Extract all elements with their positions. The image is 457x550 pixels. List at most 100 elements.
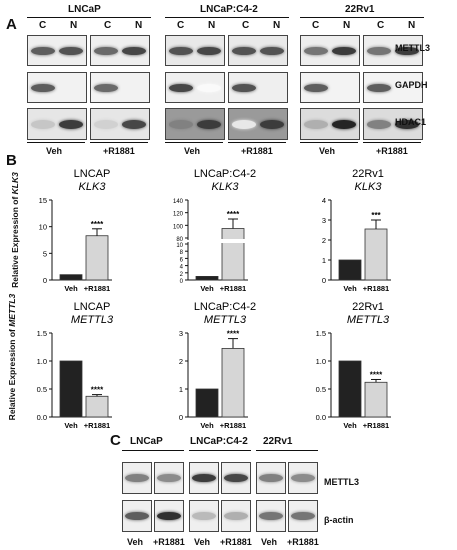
panel-a-header-line-c42 [165, 17, 289, 18]
bar [338, 360, 362, 418]
blot-band [31, 119, 55, 129]
y-tick-label: 15 [39, 196, 47, 205]
blot-strip [363, 35, 423, 66]
y-tick-label: 100 [173, 224, 184, 230]
panel-letter-b: B [6, 152, 17, 169]
blot-strip [300, 35, 360, 66]
panel-a-row-label-hdac1: HDAC1 [395, 117, 427, 127]
blot-band [94, 46, 118, 55]
blot-strip [27, 72, 87, 103]
lane-label-veh: Veh [261, 537, 278, 547]
blot-band [122, 46, 146, 55]
axis-break [184, 240, 254, 242]
chart-subtitle: KLK3 [355, 181, 383, 193]
x-tick-label: Veh [64, 284, 78, 293]
bar [195, 388, 219, 418]
blot-band [122, 119, 146, 129]
y-axis-label-klk3: Relative Expression of KLK3 [10, 172, 20, 288]
y-tick-label: 0 [43, 276, 47, 285]
panel-c-header-line-22rv1 [256, 450, 318, 451]
lane-label-veh: Veh [127, 537, 144, 547]
y-tick-label: 0 [322, 276, 326, 285]
blot-band [197, 119, 221, 129]
y-tick-label: 4 [180, 265, 184, 271]
y-tick-label: 1.0 [316, 357, 326, 366]
panel-a-header-line-lncap [27, 17, 151, 18]
blot-strip [363, 72, 423, 103]
blot-band [192, 512, 216, 520]
blot-band [367, 119, 391, 129]
blot-strip [221, 462, 251, 494]
significance-label: **** [227, 330, 240, 339]
y-tick-label: 1.5 [316, 329, 326, 338]
blot-band [395, 46, 419, 55]
bar [364, 228, 388, 281]
blot-band [232, 119, 256, 129]
y-tick-label: 0.5 [37, 385, 47, 394]
chart-title: 22Rv1 [352, 301, 384, 313]
blot-band [169, 46, 193, 55]
blot-band [224, 512, 248, 520]
treatment-line-veh [300, 142, 358, 143]
significance-label: **** [370, 370, 383, 379]
y-tick-label: 120 [173, 212, 184, 218]
blot-strip [154, 500, 184, 532]
y-tick-label: 1 [322, 256, 326, 265]
blot-band [197, 83, 221, 92]
treatment-line-veh [165, 142, 223, 143]
x-tick-label: Veh [64, 421, 78, 430]
blot-band [291, 512, 315, 520]
blot-band [94, 119, 118, 129]
blot-strip [122, 500, 152, 532]
y-tick-label: 4 [322, 196, 326, 205]
y-tick-label: 0.5 [316, 385, 326, 394]
treatment-label-r1881: +R1881 [376, 146, 408, 156]
lane-label-r1881: +R1881 [220, 537, 252, 547]
x-tick-label: +R1881 [84, 284, 110, 293]
panel-a-row-label-gapdh: GAPDH [395, 80, 428, 90]
panel-c-cell-line-c42: LNCaP:C4-2 [190, 436, 248, 447]
bar [195, 276, 219, 281]
blot-band [332, 46, 356, 55]
panel-c-header-line-lncap [122, 450, 184, 451]
x-tick-label: Veh [200, 421, 214, 430]
y-tick-label: 10 [39, 223, 47, 232]
y-axis-label-mettl3: Relative Expression of METTL3 [7, 293, 17, 421]
chart-title: LNCaP:C4-2 [194, 301, 256, 313]
bar-break [221, 239, 245, 243]
y-tick-label: 1 [179, 385, 183, 394]
y-tick-label: 2 [180, 272, 184, 278]
blot-strip [288, 500, 318, 532]
y-tick-label: 140 [173, 199, 184, 205]
blot-band [224, 474, 248, 482]
panel-a-cell-line-22rv1: 22Rv1 [345, 4, 375, 15]
chart-subtitle: KLK3 [212, 181, 240, 193]
lane-label: N [208, 20, 216, 31]
significance-label: **** [227, 210, 240, 219]
chart-subtitle: KLK3 [79, 181, 107, 193]
panel-c-row-label-mettl3: METTL3 [324, 477, 359, 487]
blot-strip [228, 72, 288, 103]
chart-subtitle: METTL3 [204, 314, 247, 326]
blot-band [291, 474, 315, 482]
blot-band [157, 512, 181, 520]
bar [338, 259, 362, 281]
panel-a-cell-line-lncap: LNCaP [68, 4, 101, 15]
blot-strip [90, 72, 150, 103]
blot-strip [221, 500, 251, 532]
y-tick-label: 2 [322, 236, 326, 245]
blot-strip [228, 108, 288, 140]
blot-strip [90, 108, 150, 140]
blot-band [332, 119, 356, 129]
blot-band [232, 83, 256, 92]
x-tick-label: +R1881 [363, 421, 389, 430]
x-tick-label: +R1881 [84, 421, 110, 430]
blot-band [125, 474, 149, 482]
y-tick-label: 2 [179, 357, 183, 366]
lane-label: N [408, 20, 416, 31]
blot-strip [165, 35, 225, 66]
lane-label: C [377, 20, 385, 31]
significance-label: **** [91, 386, 104, 395]
bar [364, 381, 388, 418]
